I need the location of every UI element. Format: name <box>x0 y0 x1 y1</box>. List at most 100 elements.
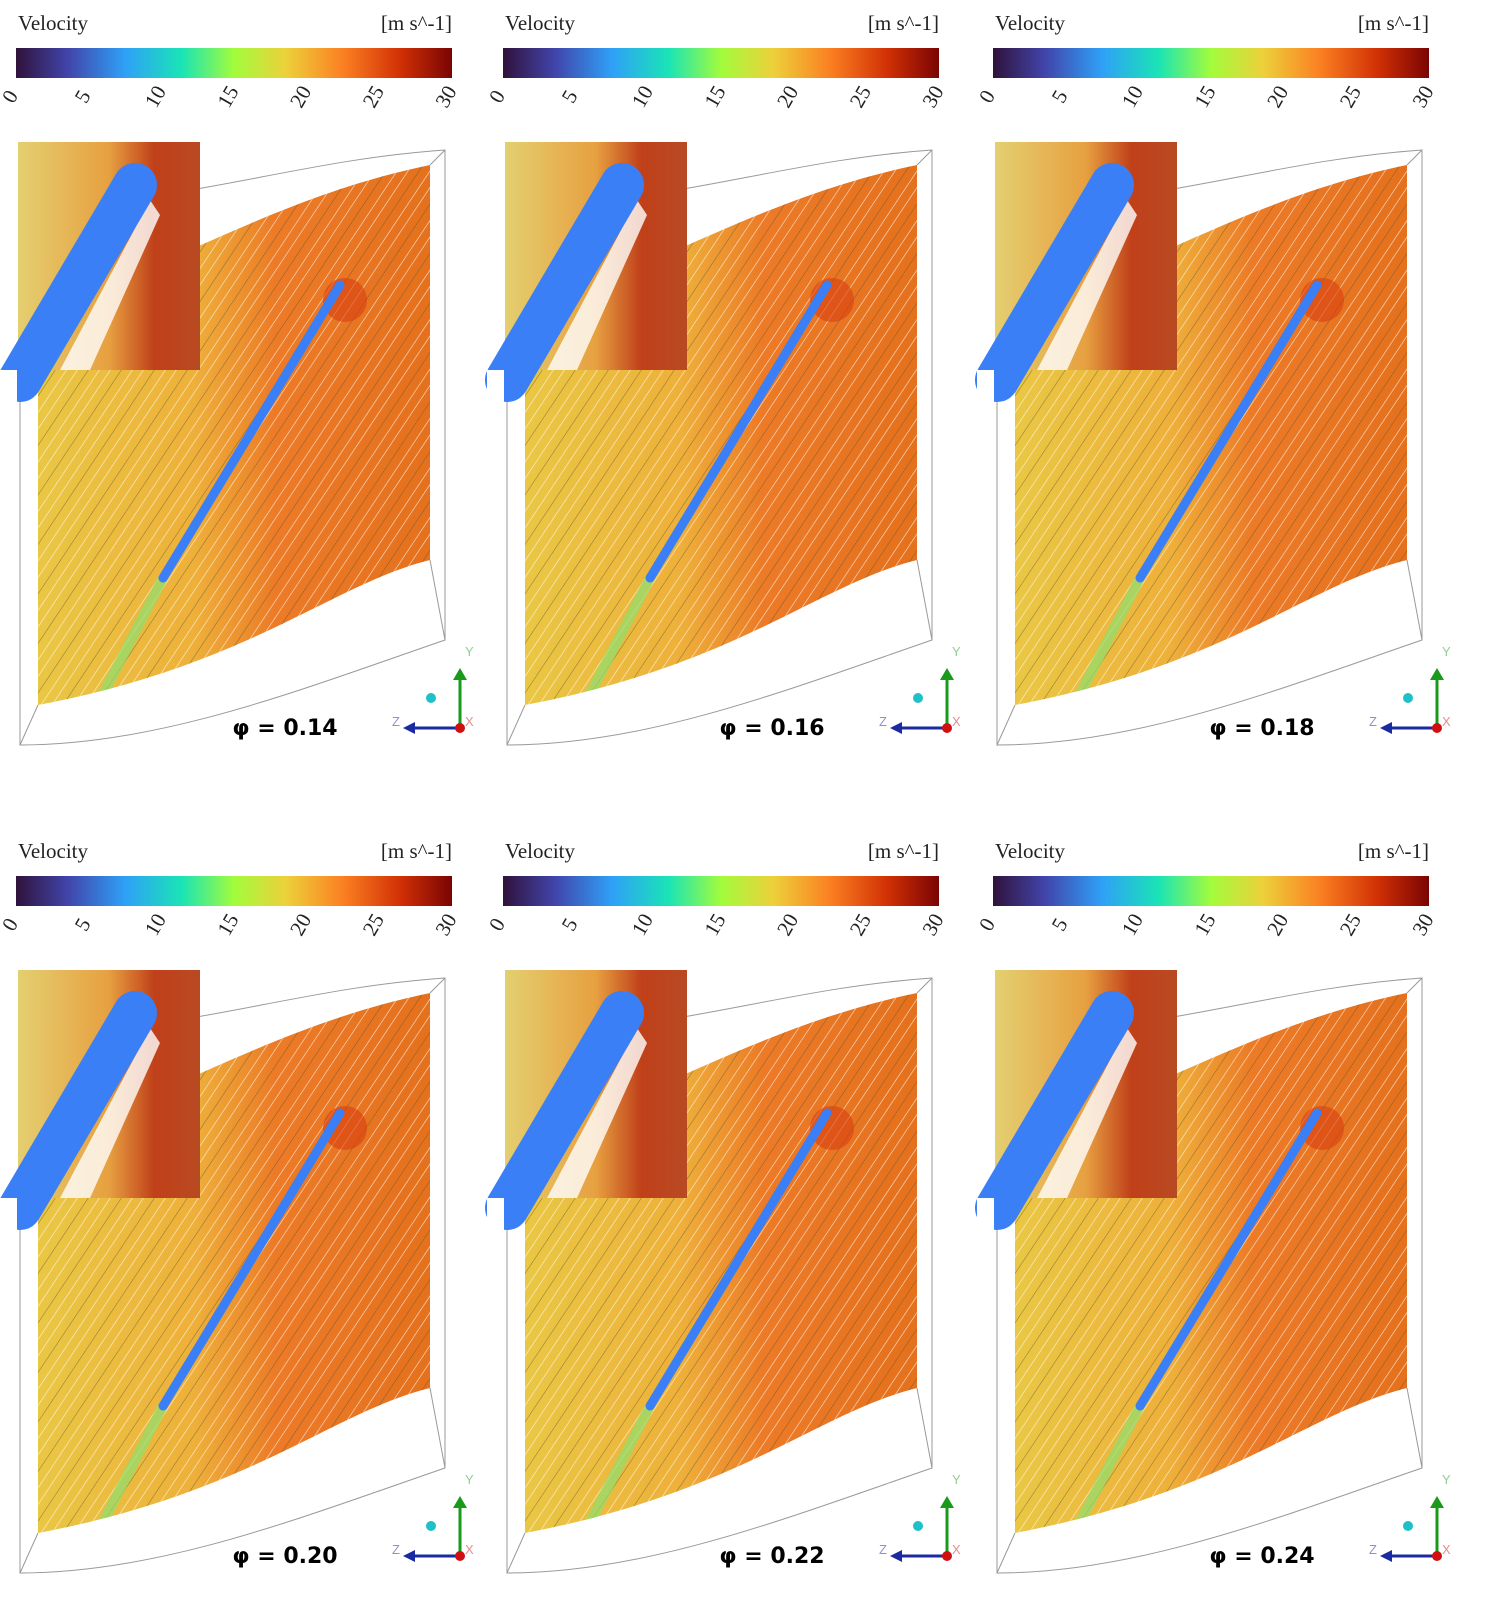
colorbar-tick-label: 5 <box>557 914 583 935</box>
axis-z-label: Z <box>392 714 400 729</box>
colorbar-tick-label: 0 <box>0 914 23 935</box>
axis-y-label: Y <box>465 1472 474 1487</box>
colorbar-tick-label: 5 <box>1047 914 1073 935</box>
axis-y-head <box>1430 1496 1444 1508</box>
axis-y-label: Y <box>952 1472 961 1487</box>
streak <box>1492 120 1499 720</box>
figure: Velocity [m s^-1] 0 5 10 15 20 25 30 φ = 0.14 Y Z X V… <box>0 0 1499 1618</box>
colorbar-tick-label: 20 <box>1262 909 1293 939</box>
colorbar <box>503 876 939 906</box>
axis-y-head <box>453 668 467 680</box>
view-sphere <box>426 1521 436 1531</box>
streak <box>1470 948 1499 1548</box>
colorbar-tick-label: 0 <box>484 914 510 935</box>
axis-y-label: Y <box>465 644 474 659</box>
colorbar-tick-label: 0 <box>484 86 510 107</box>
colorbar-tick-label: 30 <box>430 81 461 111</box>
colorbar-tick-label: 10 <box>627 909 658 939</box>
axis-y-head <box>453 1496 467 1508</box>
colorbar-tick-label: 0 <box>974 914 1000 935</box>
flow-coefficient-label: φ = 0.18 <box>1209 716 1314 741</box>
colorbar-title: Velocity <box>18 839 88 863</box>
view-sphere <box>426 693 436 703</box>
colorbar <box>993 876 1429 906</box>
streak <box>1415 120 1499 720</box>
axis-y-label: Y <box>1442 644 1451 659</box>
axis-z-head <box>1380 1550 1392 1562</box>
axis-z-head <box>403 1550 415 1562</box>
flow-coefficient-label: φ = 0.20 <box>232 1544 337 1569</box>
colorbar-tick-label: 20 <box>285 81 316 111</box>
flow-coefficient-label: φ = 0.14 <box>232 716 337 741</box>
colorbar-unit: [m s^-1] <box>381 11 452 35</box>
colorbar <box>16 876 452 906</box>
colorbar-tick-label: 20 <box>285 909 316 939</box>
streak <box>1404 120 1499 720</box>
axis-z-label: Z <box>392 1542 400 1557</box>
colorbar-unit: [m s^-1] <box>1358 11 1429 35</box>
colorbar-tick-label: 5 <box>1047 86 1073 107</box>
colorbar-title: Velocity <box>995 11 1065 35</box>
inset-mask <box>977 370 994 410</box>
colorbar-tick-label: 5 <box>70 86 96 107</box>
streak <box>1448 120 1499 720</box>
axis-z-head <box>403 722 415 734</box>
streak <box>1415 948 1499 1548</box>
colorbar-tick-label: 15 <box>212 81 243 111</box>
view-sphere <box>913 1521 923 1531</box>
streak <box>1437 948 1499 1548</box>
streak <box>1426 948 1499 1548</box>
colorbar-tick-label: 15 <box>699 909 730 939</box>
view-sphere <box>1403 1521 1413 1531</box>
axis-origin <box>942 723 952 733</box>
axis-z-label: Z <box>1369 714 1377 729</box>
colorbar-tick-label: 20 <box>772 909 803 939</box>
colorbar <box>503 48 939 78</box>
axis-y-head <box>940 668 954 680</box>
colorbar <box>993 48 1429 78</box>
colorbar-tick-label: 25 <box>358 81 389 111</box>
colorbar-title: Velocity <box>505 839 575 863</box>
axis-y-head <box>940 1496 954 1508</box>
streak <box>1404 948 1499 1548</box>
colorbar-unit: [m s^-1] <box>868 839 939 863</box>
streak <box>1393 948 1499 1548</box>
colorbar-tick-label: 25 <box>1335 81 1366 111</box>
axis-origin <box>455 1551 465 1561</box>
flow-coefficient-label: φ = 0.16 <box>719 716 824 741</box>
colorbar-tick-label: 30 <box>917 909 948 939</box>
colorbar-tick-label: 0 <box>0 86 23 107</box>
colorbar-tick-label: 5 <box>557 86 583 107</box>
axis-z-label: Z <box>879 1542 887 1557</box>
flow-coefficient-label: φ = 0.24 <box>1209 1544 1314 1569</box>
colorbar-tick-label: 10 <box>1117 909 1148 939</box>
streak <box>1448 948 1499 1548</box>
streak <box>1393 120 1499 720</box>
colorbar-tick-label: 15 <box>1189 81 1220 111</box>
colorbar-tick-label: 25 <box>845 81 876 111</box>
axis-z-head <box>890 1550 902 1562</box>
colorbar-unit: [m s^-1] <box>868 11 939 35</box>
colorbar-tick-label: 25 <box>845 909 876 939</box>
axis-z-head <box>890 722 902 734</box>
colorbar-title: Velocity <box>995 839 1065 863</box>
axis-x-label: X <box>952 714 961 729</box>
streak <box>1426 120 1499 720</box>
axis-z-label: Z <box>879 714 887 729</box>
inset-mask <box>977 1198 994 1238</box>
colorbar-tick-label: 15 <box>699 81 730 111</box>
colorbar-tick-label: 5 <box>70 914 96 935</box>
streak <box>1492 948 1499 1548</box>
axis-origin <box>1432 1551 1442 1561</box>
axis-z-head <box>1380 722 1392 734</box>
axis-y-label: Y <box>952 644 961 659</box>
streak <box>1459 948 1499 1548</box>
inset-mask <box>487 370 504 410</box>
colorbar-tick-label: 20 <box>1262 81 1293 111</box>
colorbar-title: Velocity <box>18 11 88 35</box>
colorbar-unit: [m s^-1] <box>381 839 452 863</box>
colorbar-tick-label: 10 <box>1117 81 1148 111</box>
colorbar-tick-label: 30 <box>1407 81 1438 111</box>
flow-coefficient-label: φ = 0.22 <box>719 1544 824 1569</box>
colorbar-unit: [m s^-1] <box>1358 839 1429 863</box>
